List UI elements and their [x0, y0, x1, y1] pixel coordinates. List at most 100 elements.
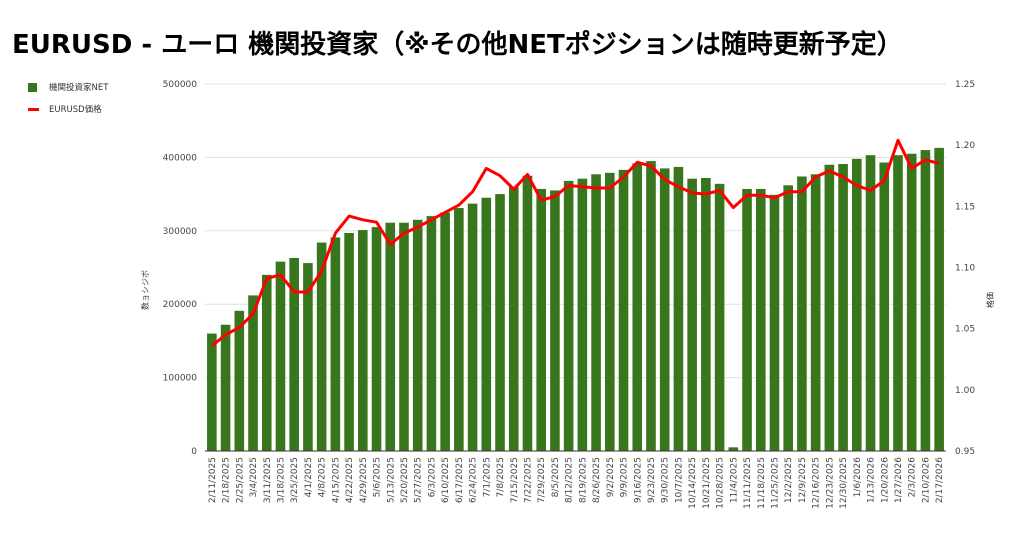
bar [399, 222, 409, 451]
x-tick-label: 12/16/2025 [812, 457, 822, 509]
bar [316, 242, 327, 451]
bar [303, 263, 313, 451]
x-tick-label: 7/22/2025 [523, 457, 533, 503]
bar [481, 197, 492, 451]
x-tick-label: 5/13/2025 [386, 457, 396, 503]
x-tick-label: 9/9/2025 [620, 457, 630, 497]
x-tick-label: 4/8/2025 [318, 457, 328, 497]
x-tick-label: 6/17/2025 [455, 457, 465, 503]
bar [522, 175, 533, 451]
bar [385, 222, 396, 451]
bar [289, 257, 299, 451]
bar [591, 174, 601, 452]
y-right-axis-title: 格価 [985, 292, 995, 308]
x-tick-label: 7/1/2025 [482, 457, 492, 497]
bar [906, 153, 917, 452]
bar [605, 172, 615, 451]
x-tick-label: 2/18/2025 [222, 457, 232, 503]
bar [893, 155, 903, 451]
y-right-tick-label: 1.15 [955, 202, 975, 212]
x-tick-label: 1/20/2026 [880, 457, 890, 503]
x-tick-label: 9/2/2025 [606, 457, 616, 497]
x-tick-label: 6/3/2025 [427, 457, 437, 497]
x-tick-label: 8/5/2025 [551, 457, 561, 497]
bar [330, 237, 341, 451]
bar [755, 188, 766, 451]
x-tick-label: 11/18/2025 [757, 457, 767, 509]
x-tick-label: 1/6/2026 [853, 457, 863, 498]
x-tick-label: 3/4/2025 [249, 457, 259, 497]
bar [248, 295, 258, 451]
bar [646, 161, 656, 451]
y-left-axis-title: 数ョシジボ [140, 270, 150, 310]
bar [934, 147, 944, 451]
y-right-tick-label: 1.05 [955, 325, 975, 335]
x-tick-label: 7/8/2025 [496, 457, 506, 497]
x-tick-label: 12/2/2025 [784, 457, 794, 503]
x-tick-label: 2/10/2026 [921, 457, 931, 503]
bar [454, 208, 464, 451]
bar [783, 185, 793, 452]
bar [618, 169, 629, 452]
x-tick-label: 6/10/2025 [441, 457, 451, 503]
legend-item-price: EURUSD価格 [28, 98, 108, 120]
bar [220, 324, 231, 451]
x-tick-label: 3/11/2025 [263, 457, 273, 503]
x-tick-label: 8/12/2025 [565, 457, 575, 503]
y-left-tick-label: 300000 [163, 227, 198, 237]
x-tick-label: 8/26/2025 [592, 457, 602, 503]
x-tick-label: 12/23/2025 [825, 457, 835, 509]
bar [508, 186, 519, 451]
x-tick-label: 4/22/2025 [345, 457, 355, 503]
x-tick-label: 11/4/2025 [729, 457, 739, 503]
bar [358, 230, 368, 451]
bar [536, 188, 546, 451]
x-tick-label: 7/15/2025 [510, 457, 520, 503]
x-tick-label: 2/25/2025 [235, 457, 245, 503]
bar [701, 177, 711, 451]
bar [742, 188, 752, 451]
bar [234, 310, 245, 451]
bar [563, 180, 574, 451]
bar [371, 227, 382, 451]
price-line [210, 138, 940, 347]
y-right-tick-label: 1.00 [955, 386, 975, 396]
y-left-tick-label: 500000 [163, 80, 198, 90]
bar [714, 183, 725, 451]
bar [920, 150, 931, 451]
chart-title: EURUSD - ユーロ 機関投資家（※その他NETポジションは随時更新予定） [12, 30, 903, 60]
bar [261, 274, 272, 451]
y-left-tick-label: 400000 [163, 153, 198, 163]
x-tick-label: 10/14/2025 [688, 457, 698, 509]
x-tick-label: 11/11/2025 [743, 457, 753, 509]
bar [838, 164, 848, 452]
x-tick-label: 3/18/2025 [276, 457, 286, 503]
y-left-tick-label: 0 [191, 447, 197, 457]
bar [797, 176, 807, 451]
x-tick-label: 10/28/2025 [716, 457, 726, 509]
x-tick-label: 7/29/2025 [537, 457, 547, 503]
x-tick-label: 12/30/2025 [839, 457, 849, 509]
bar [865, 155, 876, 451]
x-tick-label: 9/23/2025 [647, 457, 657, 503]
y-left-tick-label: 100000 [163, 374, 198, 384]
bar [495, 194, 505, 451]
legend-swatch-line [28, 107, 39, 111]
x-tick-label: 4/1/2025 [304, 457, 314, 497]
x-tick-label: 5/27/2025 [414, 457, 424, 503]
x-tick-label: 4/29/2025 [359, 457, 369, 503]
bar [275, 261, 286, 451]
bar [467, 203, 478, 451]
x-tick-label: 2/17/2026 [935, 457, 945, 503]
x-tick-label: 8/19/2025 [578, 457, 588, 503]
x-tick-label: 10/7/2025 [674, 457, 684, 503]
bar [426, 216, 437, 451]
y-right-tick-label: 1.10 [955, 264, 975, 274]
x-tick-label: 2/3/2026 [908, 457, 918, 498]
bar [577, 178, 588, 451]
x-tick-label: 5/20/2025 [400, 457, 410, 503]
x-tick-label: 1/27/2026 [894, 457, 904, 503]
x-tick-label: 10/21/2025 [702, 457, 712, 509]
bar [769, 194, 780, 452]
